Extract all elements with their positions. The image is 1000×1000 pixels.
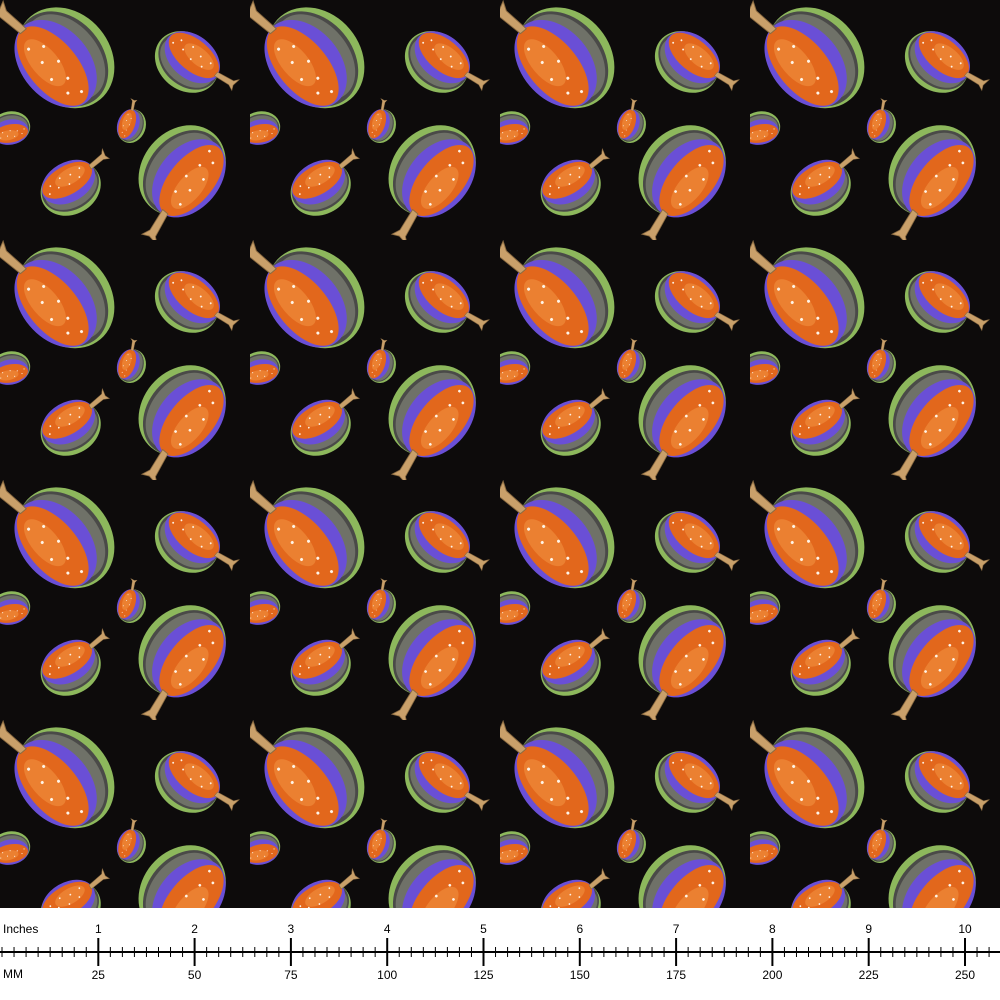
inch-mark-label: 1	[95, 922, 102, 936]
inch-mark-label: 4	[384, 922, 391, 936]
inch-mark-label: 2	[191, 922, 198, 936]
mm-mark-label: 100	[377, 968, 397, 982]
inch-mark-label: 10	[958, 922, 972, 936]
mm-mark-label: 150	[570, 968, 590, 982]
mm-mark-label: 75	[284, 968, 298, 982]
fabric-pattern	[0, 0, 1000, 908]
inch-mark-label: 6	[576, 922, 583, 936]
inch-label: Inches	[3, 922, 38, 936]
inch-mark-label: 5	[480, 922, 487, 936]
mm-mark-label: 200	[762, 968, 782, 982]
mm-mark-label: 25	[92, 968, 106, 982]
mm-mark-label: 250	[955, 968, 975, 982]
ruler-background	[0, 908, 1000, 1000]
inch-mark-label: 3	[288, 922, 295, 936]
mm-mark-label: 175	[666, 968, 686, 982]
ruler: 1 2 3 4 5 6 7 8 9 10 25 50 75 100 125 150 175 200 225 250	[1, 922, 990, 982]
inch-mark-label: 7	[673, 922, 680, 936]
inch-mark-label: 8	[769, 922, 776, 936]
mm-mark-label: 50	[188, 968, 202, 982]
mm-label: MM	[3, 967, 23, 981]
mm-mark-label: 125	[473, 968, 493, 982]
mm-mark-label: 225	[859, 968, 879, 982]
inch-mark-label: 9	[865, 922, 872, 936]
